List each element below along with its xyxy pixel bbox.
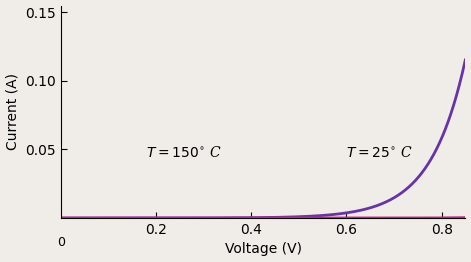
Text: $T = 25^{\circ}$ C: $T = 25^{\circ}$ C [346,145,413,160]
Text: $T = 150^{\circ}$ C: $T = 150^{\circ}$ C [146,145,222,160]
Y-axis label: Current (A): Current (A) [6,73,20,150]
X-axis label: Voltage (V): Voltage (V) [225,242,301,256]
Text: 0: 0 [57,236,65,249]
